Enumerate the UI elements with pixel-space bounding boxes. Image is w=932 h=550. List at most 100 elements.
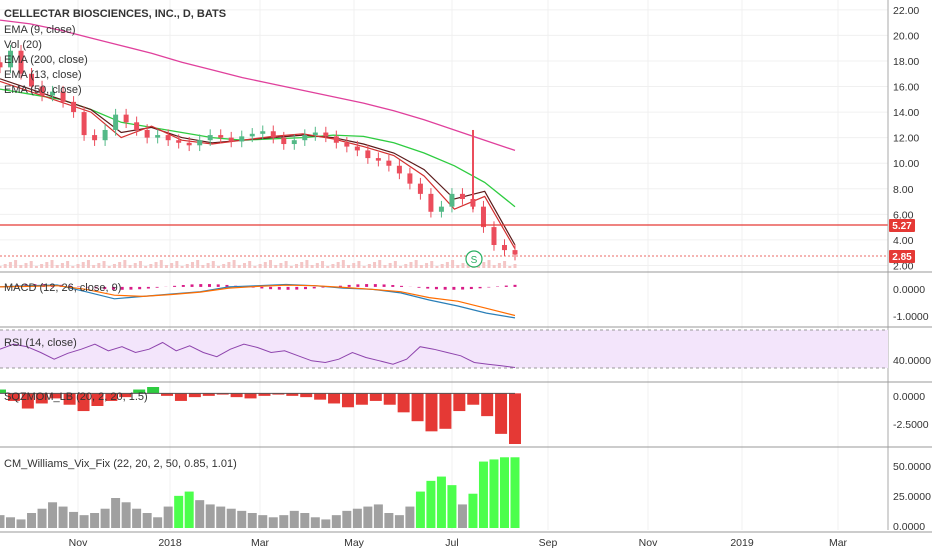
volume-bar <box>419 265 423 268</box>
squeeze-bar <box>77 393 90 412</box>
squeeze-tick-0: 0.0000 <box>893 391 925 403</box>
volume-bar <box>279 263 283 268</box>
candle-body <box>165 135 171 141</box>
vix-bar <box>415 491 425 528</box>
rsi-line <box>0 341 516 368</box>
time-tick-label: 2019 <box>730 537 754 549</box>
vix-bar <box>79 515 89 528</box>
volume-bar <box>336 262 340 268</box>
macd-hist-bar <box>155 286 159 288</box>
volume-bar <box>14 260 18 268</box>
squeeze-bar <box>202 393 215 396</box>
candle-body <box>113 114 119 130</box>
candle-body <box>60 91 66 102</box>
volume-bar <box>404 264 408 268</box>
vix-tick-2: 0.0000 <box>893 521 925 533</box>
vix-panel[interactable] <box>0 457 520 528</box>
macd-hist-bar <box>120 286 124 290</box>
vix-bar <box>226 508 236 528</box>
symbol-title: CELLECTAR BIOSCIENCES, INC., D, BATS <box>4 8 226 20</box>
squeeze-panel[interactable] <box>0 387 521 444</box>
volume-bar <box>8 262 12 268</box>
macd-hist-bar <box>469 286 473 290</box>
rsi-label[interactable]: RSI (14, close) <box>4 337 77 349</box>
candle-body <box>134 122 140 130</box>
candle-body <box>81 112 87 136</box>
volume-bar <box>206 263 210 268</box>
candle-body <box>438 206 444 212</box>
squeeze-bar <box>147 387 160 394</box>
price-tick-label: 4.00 <box>893 235 914 247</box>
macd-panel[interactable] <box>0 283 517 319</box>
squeeze-bar <box>230 393 243 398</box>
time-tick-label: Jul <box>445 537 458 549</box>
legend-vol[interactable]: Vol (20) <box>4 39 42 51</box>
legend-ema200[interactable]: EMA (200, close) <box>4 54 88 66</box>
vix-bar <box>0 515 5 528</box>
volume-bar <box>133 263 137 268</box>
legend-ema9[interactable]: EMA (9, close) <box>4 24 76 36</box>
candle-body <box>333 136 339 143</box>
squeeze-bar <box>244 393 257 399</box>
price-tick-label: 6.00 <box>893 209 914 221</box>
vix-bar <box>426 480 436 528</box>
volume-bar <box>76 264 80 268</box>
squeeze-bar <box>300 393 313 398</box>
volume-bar <box>71 266 75 268</box>
squeeze-bar <box>355 393 368 405</box>
price-tick-label: 16.00 <box>893 82 919 94</box>
volume-bar <box>310 265 314 268</box>
volume-bar <box>123 260 127 268</box>
level-tag-text: 5.27 <box>892 221 912 232</box>
signal-line <box>0 284 516 317</box>
vix-bar <box>510 457 520 528</box>
time-axis[interactable]: Nov 2018 Mar May Jul Sep Nov 2019 Mar <box>69 537 848 549</box>
candle-body <box>155 135 161 138</box>
volume-bar <box>357 261 361 268</box>
macd-label[interactable]: MACD (12, 26, close, 9) <box>4 282 121 294</box>
candle-body <box>407 173 413 184</box>
price-tick-label: 22.00 <box>893 5 919 17</box>
split-event-marker[interactable]: S <box>465 250 483 268</box>
volume-bar <box>86 260 90 268</box>
squeeze-bar <box>383 393 396 405</box>
macd-hist-bar <box>295 286 299 290</box>
volume-bar <box>326 266 330 268</box>
legend-ema13[interactable]: EMA (13, close) <box>4 69 82 81</box>
level-tag: 5.27 <box>889 219 915 232</box>
macd-hist-bar <box>138 286 142 290</box>
squeeze-bar <box>453 393 466 412</box>
vix-bar <box>132 508 142 528</box>
squeeze-bar <box>495 393 508 434</box>
rsi-panel[interactable] <box>0 341 516 368</box>
volume-bar <box>196 260 200 268</box>
macd-hist-bar <box>68 285 72 287</box>
macd-hist-bar <box>478 286 482 289</box>
squeeze-bar <box>174 393 187 401</box>
macd-hist-bar <box>356 284 360 287</box>
volume-bar <box>66 261 70 268</box>
vix-bar <box>289 510 299 528</box>
vix-bar <box>436 476 446 528</box>
time-tick-label: May <box>344 537 365 549</box>
volume-bar <box>388 263 392 268</box>
volume-bar <box>284 261 288 268</box>
vix-bar <box>195 500 205 528</box>
candle-body <box>218 135 224 138</box>
price-panel[interactable] <box>0 0 888 270</box>
volume-bar <box>269 260 273 268</box>
squeeze-bar <box>119 393 132 398</box>
candle-body <box>344 142 350 147</box>
volume-bar <box>399 266 403 268</box>
volume-bar <box>50 260 54 268</box>
vix-label[interactable]: CM_Williams_Vix_Fix (22, 20, 2, 50, 0.85… <box>4 458 237 470</box>
vix-bar <box>58 506 68 528</box>
squeeze-label[interactable]: SQZMOM_LB (20, 2, 20, 1.5) <box>4 391 148 403</box>
vix-tick-1: 25.0000 <box>893 491 931 503</box>
squeeze-bar <box>467 393 480 405</box>
volume-bar <box>378 260 382 268</box>
price-tick-label: 18.00 <box>893 56 919 68</box>
legend-ema50[interactable]: EMA (50, close) <box>4 84 82 96</box>
